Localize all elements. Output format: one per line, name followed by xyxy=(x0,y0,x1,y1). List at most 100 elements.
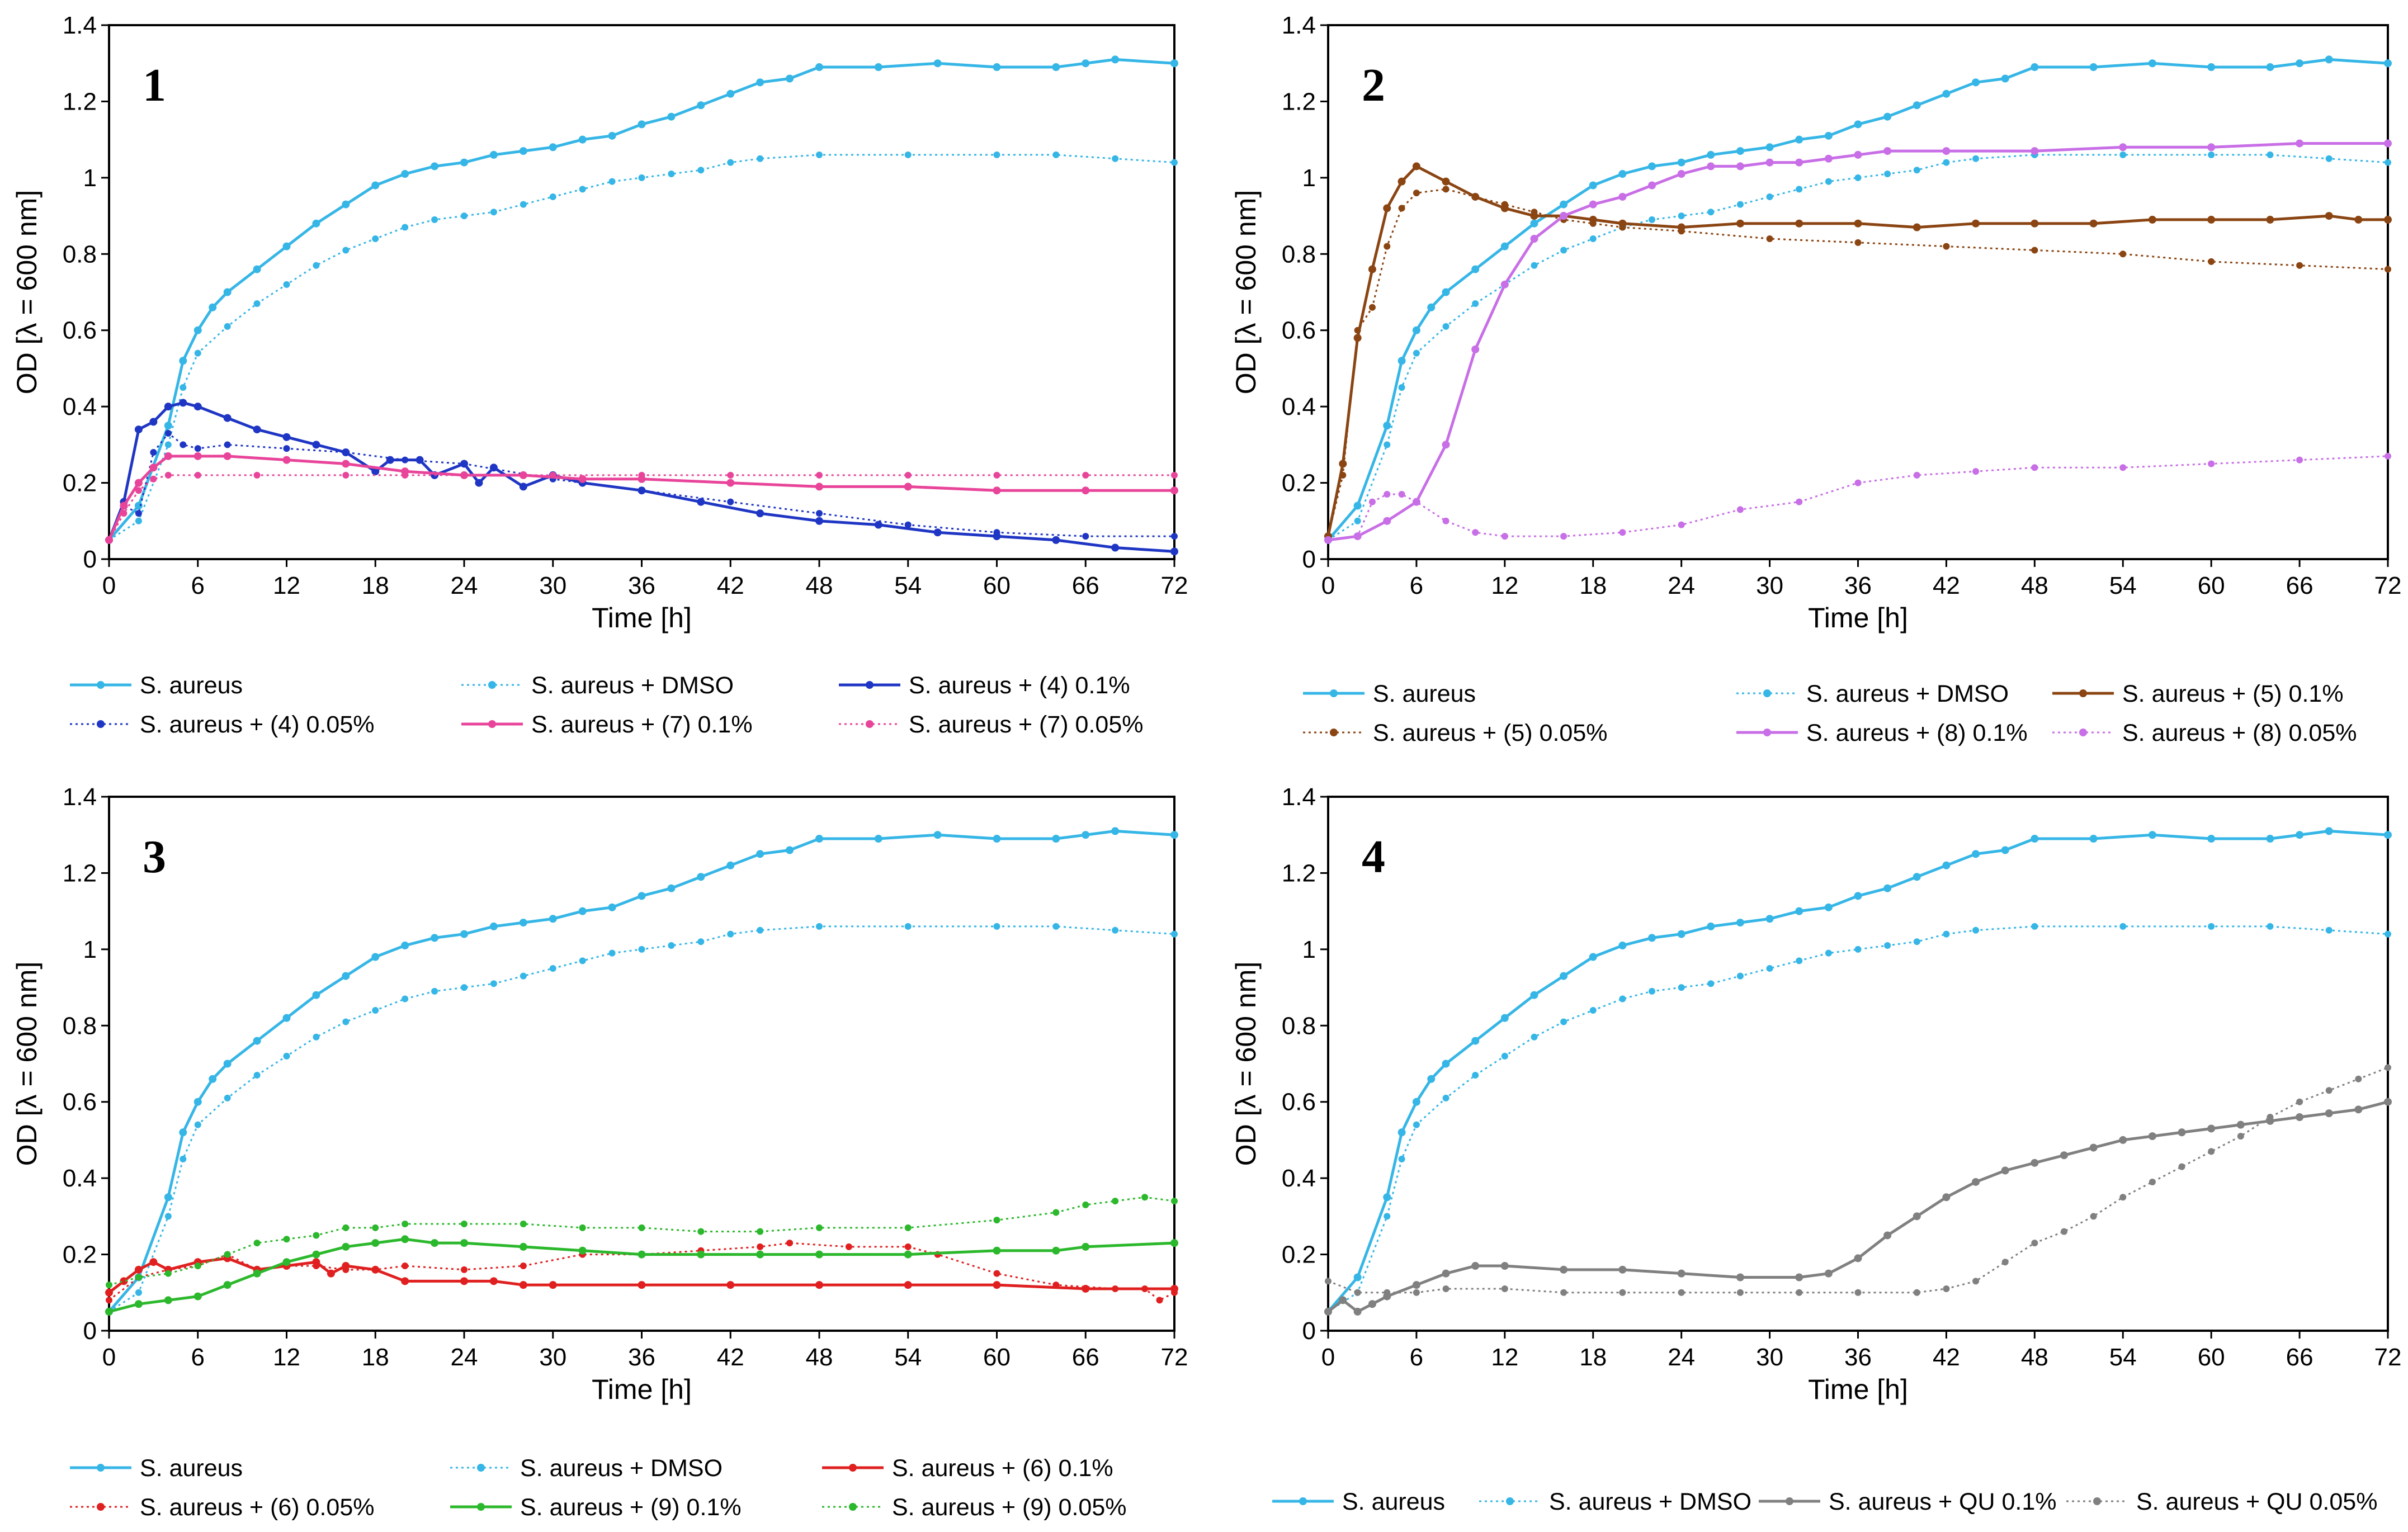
data-point xyxy=(461,212,468,220)
y-axis-label: OD [λ = 600 nm] xyxy=(11,962,43,1166)
data-point xyxy=(579,957,586,964)
data-point xyxy=(1384,491,1391,498)
data-point xyxy=(993,1281,1001,1289)
data-point xyxy=(904,471,912,479)
data-point xyxy=(874,63,882,72)
data-point xyxy=(1796,186,1803,193)
data-point xyxy=(253,425,261,434)
data-point xyxy=(2060,1151,2068,1160)
series-1 xyxy=(106,923,1178,1315)
data-point xyxy=(579,186,586,193)
legend-label: S. aureus + DMSO xyxy=(520,1455,723,1482)
data-point xyxy=(667,884,676,892)
data-point xyxy=(638,1250,646,1259)
x-tick-label: 54 xyxy=(894,572,922,599)
panel-number: 2 xyxy=(1362,59,1385,111)
data-point xyxy=(2266,63,2274,72)
data-point xyxy=(431,162,439,171)
legend-marker xyxy=(2093,1497,2101,1505)
legend: S. aureus S. aureus + DMSO S. aureus + (4)… xyxy=(70,672,1143,738)
series-line xyxy=(108,58,1175,541)
data-point xyxy=(993,529,1000,536)
data-point xyxy=(402,456,409,464)
data-point xyxy=(135,1289,142,1296)
legend-marker xyxy=(2079,689,2087,697)
data-point xyxy=(1501,1052,1508,1060)
data-point xyxy=(1678,984,1685,991)
data-point xyxy=(2089,1143,2098,1152)
data-point xyxy=(1913,873,1921,881)
data-point xyxy=(993,835,1001,843)
data-point xyxy=(1854,120,1862,129)
data-point xyxy=(520,1263,527,1270)
data-point xyxy=(756,78,764,87)
legend-label: S. aureus xyxy=(140,672,243,699)
data-point xyxy=(1913,938,1920,945)
data-point xyxy=(1796,957,1803,964)
data-point xyxy=(1648,181,1656,190)
x-tick-label: 54 xyxy=(894,1344,922,1371)
data-point xyxy=(668,942,675,949)
data-point xyxy=(1112,926,1119,934)
legend-label: S. aureus + (8) 0.1% xyxy=(1806,720,2028,746)
panel-number: 3 xyxy=(143,831,166,883)
legend-marker xyxy=(97,1464,105,1472)
data-point xyxy=(1972,926,1980,934)
data-point xyxy=(1736,1289,1744,1296)
series-2 xyxy=(105,1254,1178,1297)
data-point xyxy=(668,171,675,178)
data-point xyxy=(1883,112,1892,121)
data-point xyxy=(1368,498,1376,505)
series-0 xyxy=(105,827,1178,1316)
data-point xyxy=(2266,215,2274,224)
data-point xyxy=(608,903,616,911)
legend-label: S. aureus + (9) 0.1% xyxy=(520,1494,742,1521)
data-point xyxy=(1170,831,1178,839)
data-point xyxy=(1325,536,1332,543)
legend-label: S. aureus + DMSO xyxy=(1806,680,2009,707)
data-point xyxy=(2208,151,2215,158)
y-tick-label: 0.2 xyxy=(1282,1241,1316,1269)
data-point xyxy=(371,181,380,190)
data-point xyxy=(193,403,202,411)
x-axis-label: Time [h] xyxy=(1808,1374,1908,1405)
legend-marker xyxy=(1330,729,1338,736)
data-point xyxy=(2207,143,2216,152)
data-point xyxy=(149,418,158,426)
data-point xyxy=(815,517,823,525)
data-point xyxy=(2267,923,2274,930)
data-point xyxy=(2031,63,2039,72)
data-point xyxy=(1112,155,1119,162)
data-point xyxy=(2207,1124,2216,1133)
legend-item: S. aureus + (9) 0.1% xyxy=(450,1494,742,1521)
panel-number: 1 xyxy=(143,59,166,111)
data-point xyxy=(105,1307,113,1316)
data-point xyxy=(342,471,350,479)
x-tick-label: 30 xyxy=(1756,1344,1783,1371)
legend-item: S. aureus xyxy=(1272,1488,1445,1515)
x-tick-label: 0 xyxy=(102,1344,116,1371)
data-point xyxy=(2325,1087,2333,1094)
data-point xyxy=(1368,304,1376,311)
data-point xyxy=(1082,59,1090,68)
data-point xyxy=(2385,159,2391,166)
x-tick-label: 12 xyxy=(1491,1344,1518,1371)
data-point xyxy=(135,1274,142,1281)
data-point xyxy=(1442,517,1449,524)
legend-label: S. aureus + DMSO xyxy=(531,672,734,699)
data-point xyxy=(697,498,705,506)
x-tick-label: 60 xyxy=(983,572,1011,599)
data-point xyxy=(2119,1136,2127,1144)
data-point xyxy=(904,521,912,528)
data-point xyxy=(134,425,143,434)
y-tick-label: 1.2 xyxy=(1282,88,1316,115)
data-point xyxy=(461,471,468,479)
data-point xyxy=(164,1193,172,1202)
x-tick-label: 66 xyxy=(2286,572,2313,599)
y-tick-label: 1 xyxy=(1302,164,1316,192)
y-tick-label: 0.6 xyxy=(63,1089,97,1116)
data-point xyxy=(1052,835,1060,843)
data-point xyxy=(283,445,290,452)
data-point xyxy=(578,1246,587,1255)
data-point xyxy=(756,509,764,518)
